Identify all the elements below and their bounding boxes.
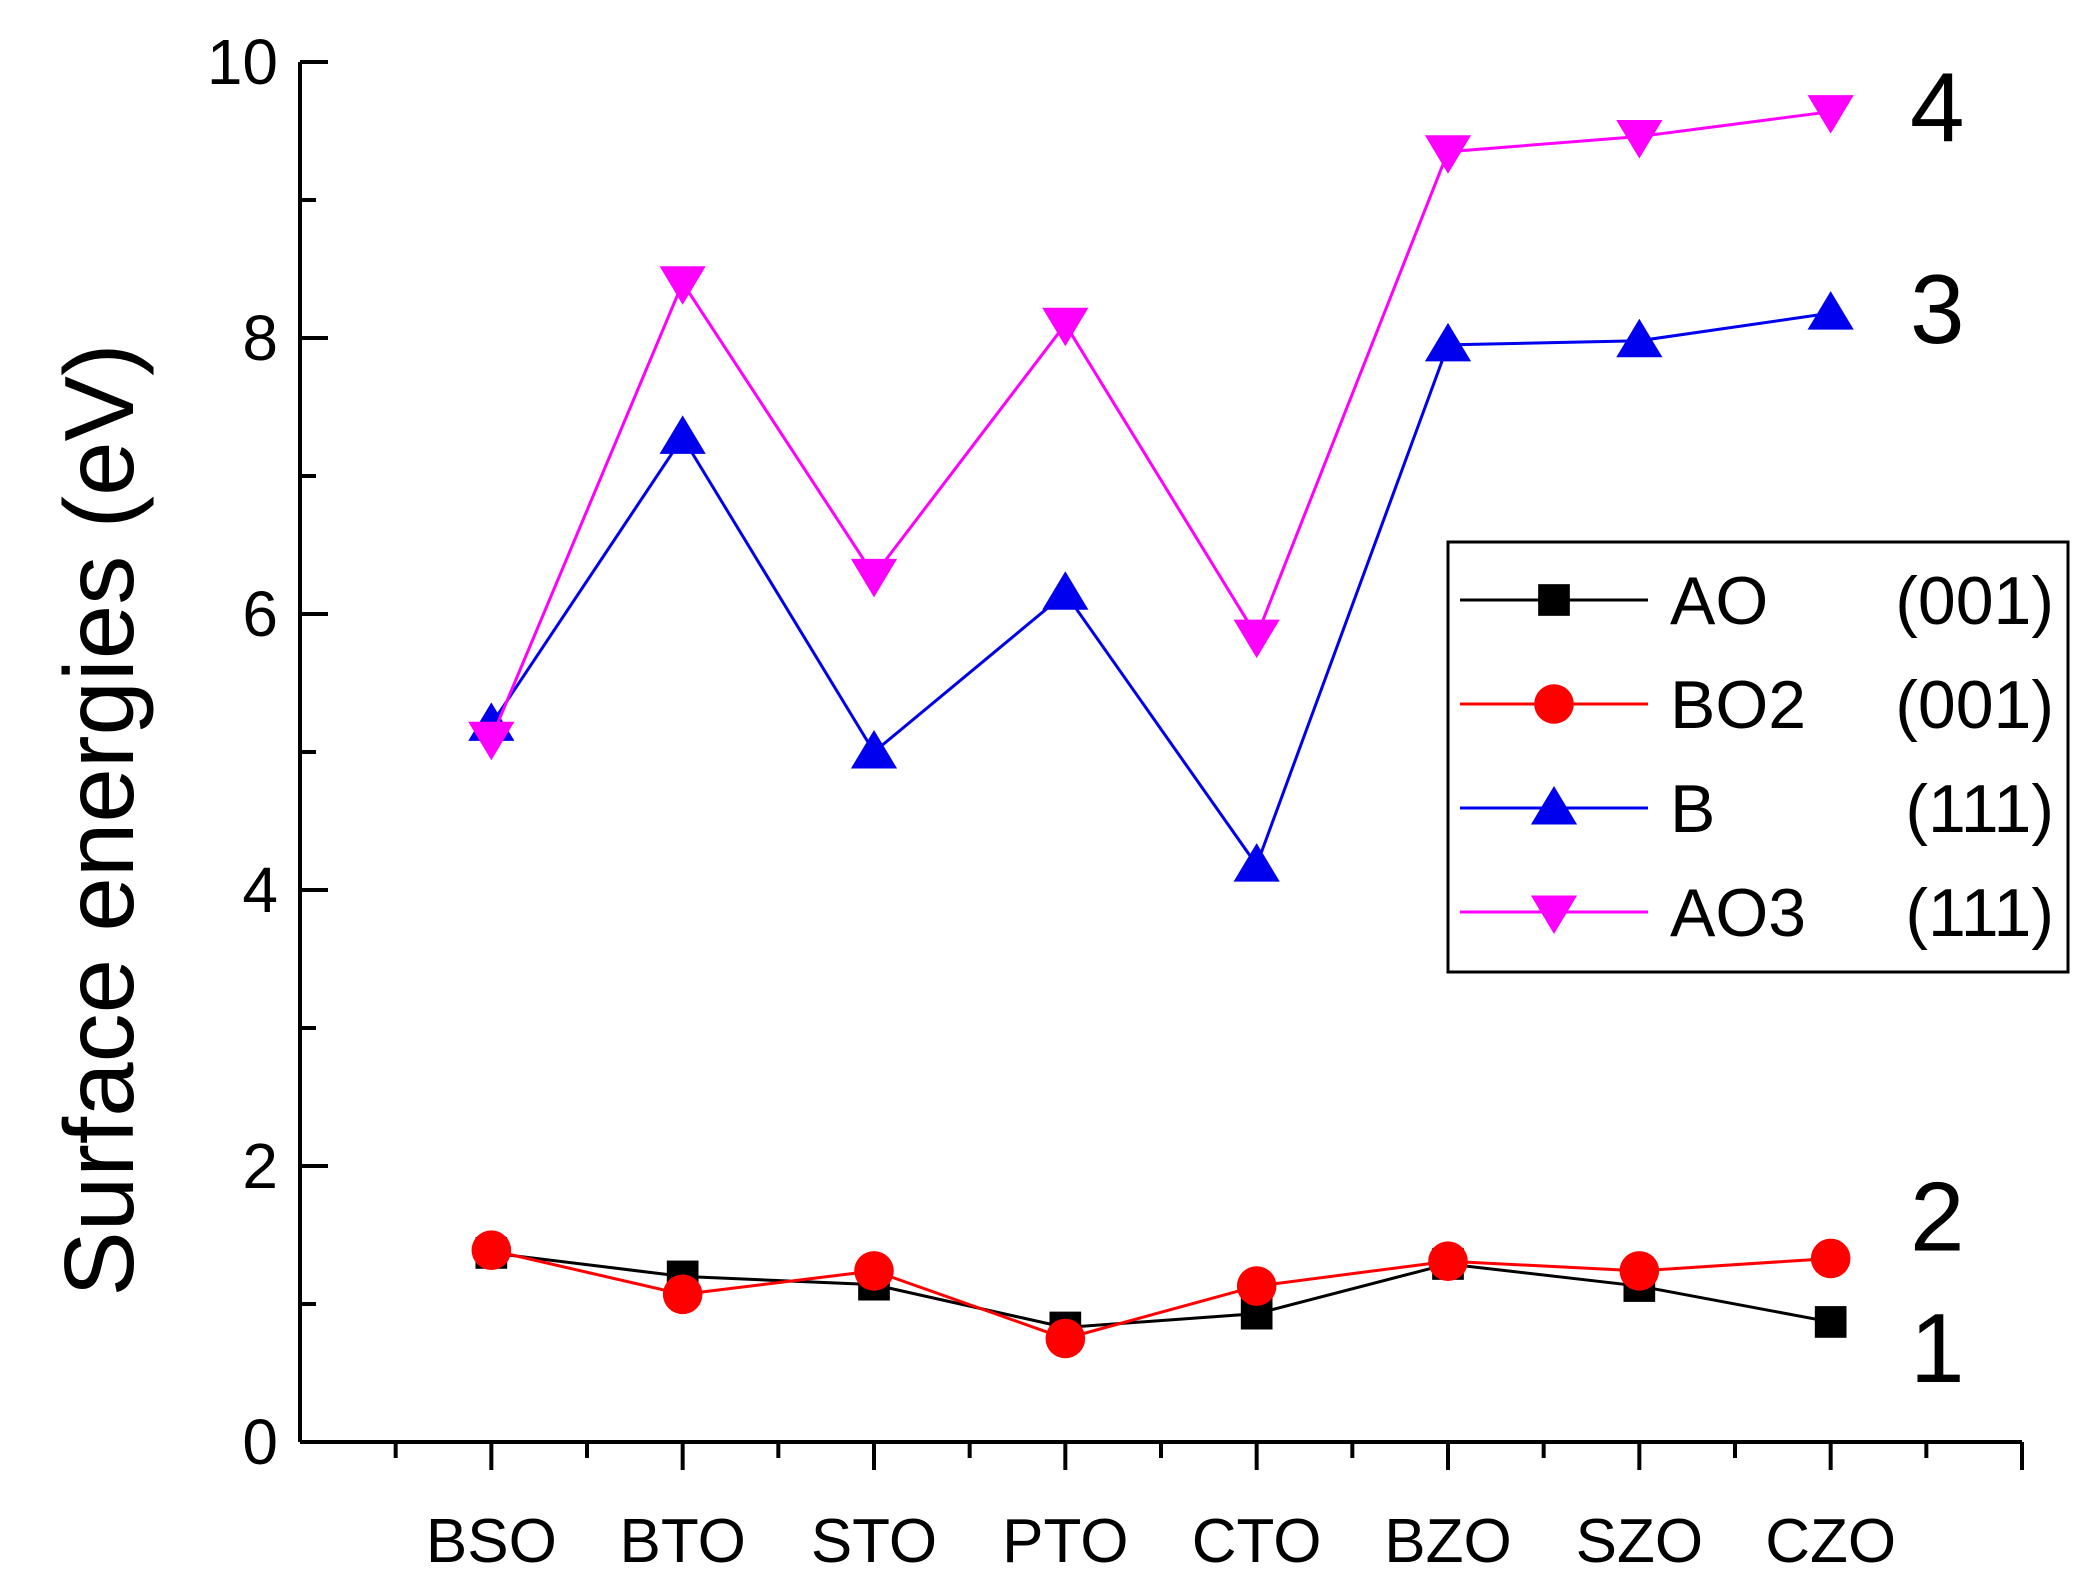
legend-series-name: AO3 xyxy=(1670,875,1806,951)
triangle-down-marker xyxy=(1424,135,1472,174)
series-layer xyxy=(468,95,1854,1359)
annotation-layer: 1 2 3 4 xyxy=(1910,53,1965,1403)
y-tick-label: 4 xyxy=(242,854,278,926)
y-axis-label: Surface energies (eV) xyxy=(44,343,154,1296)
legend-entry: AO3 (111) xyxy=(1460,875,2054,951)
legend-series-plane: (111) xyxy=(1905,875,2054,951)
series-annotation-label: 2 xyxy=(1910,1161,1965,1271)
legend-series-plane: (001) xyxy=(1895,667,2054,743)
triangle-down-marker xyxy=(468,721,515,761)
y-tick-label: 6 xyxy=(242,578,278,650)
legend: AO (001) BO2 (001) B (111) AO3 (111) xyxy=(1446,540,2070,974)
triangle-up-marker xyxy=(1424,322,1472,362)
triangle-up-marker xyxy=(1616,318,1663,358)
series-annotation-label: 4 xyxy=(1910,53,1965,163)
axes: 0 2 4 6 8 10 BSO BTO STO PTO CTO BZO SZO CZO Surface e… xyxy=(44,26,2024,1576)
x-tick-label: SZO xyxy=(1576,1507,1703,1576)
triangle-up-marker xyxy=(850,730,898,769)
series-line xyxy=(490,1248,1831,1341)
series-annotation-label: 1 xyxy=(1910,1293,1965,1403)
circle-marker xyxy=(1428,1241,1468,1282)
legend-entry: AO (001) xyxy=(1460,563,2054,639)
circle-marker xyxy=(854,1251,894,1291)
series-annotation-label: 3 xyxy=(1910,254,1965,364)
legend-entry: B (111) xyxy=(1460,771,2054,847)
square-marker xyxy=(1538,584,1570,616)
circle-marker xyxy=(662,1274,703,1315)
series-ao3 xyxy=(468,95,1854,761)
square-marker xyxy=(1814,1306,1847,1338)
y-tick-label: 8 xyxy=(242,302,278,374)
triangle-down-marker xyxy=(1530,895,1578,934)
triangle-down-marker xyxy=(1042,307,1089,347)
legend-series-plane: (001) xyxy=(1895,563,2054,639)
triangle-up-marker xyxy=(1233,843,1280,882)
x-tick-label: PTO xyxy=(1002,1507,1128,1576)
circle-marker xyxy=(1045,1318,1086,1359)
y-tick-label: 0 xyxy=(242,1406,278,1478)
x-tick-label: BSO xyxy=(426,1507,557,1576)
x-tick-label: CZO xyxy=(1765,1507,1896,1576)
triangle-up-marker xyxy=(659,415,706,454)
circle-marker xyxy=(1236,1266,1277,1306)
legend-series-name: AO xyxy=(1670,563,1768,639)
triangle-down-marker xyxy=(1807,95,1854,134)
x-tick-label: BTO xyxy=(619,1507,745,1576)
series-line xyxy=(490,311,1831,869)
x-tick-label: CTO xyxy=(1192,1507,1322,1576)
triangle-down-marker xyxy=(850,558,898,598)
circle-marker xyxy=(1810,1238,1851,1279)
triangle-down-marker xyxy=(1616,120,1663,159)
triangle-up-marker xyxy=(1042,571,1089,610)
triangle-up-marker xyxy=(1807,291,1854,330)
circle-marker xyxy=(1534,684,1574,724)
legend-series-name: B xyxy=(1670,771,1715,847)
series-bo2 xyxy=(471,1230,1851,1359)
series-line xyxy=(489,110,1831,739)
x-tick-label: STO xyxy=(811,1507,937,1576)
legend-series-plane: (111) xyxy=(1905,771,2054,847)
circle-marker xyxy=(471,1230,512,1270)
triangle-down-marker xyxy=(1233,619,1280,659)
series-line xyxy=(491,1251,1831,1329)
x-tick-label: BZO xyxy=(1384,1507,1511,1576)
circle-marker xyxy=(1619,1251,1660,1291)
y-tick-label: 10 xyxy=(207,26,278,98)
legend-series-name: BO2 xyxy=(1670,667,1806,743)
triangle-down-marker xyxy=(659,266,706,305)
legend-entry: BO2 (001) xyxy=(1460,667,2054,743)
series-b xyxy=(468,291,1854,882)
y-tick-label: 2 xyxy=(242,1130,278,1202)
triangle-up-marker xyxy=(1530,786,1578,825)
